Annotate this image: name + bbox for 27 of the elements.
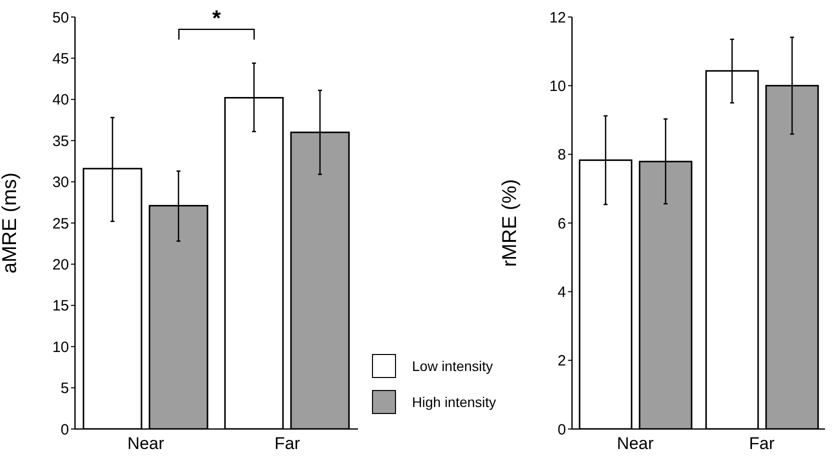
y-tick-label: 12 bbox=[549, 9, 566, 26]
y-tick-label: 10 bbox=[52, 338, 69, 356]
legend-label: Low intensity bbox=[412, 358, 493, 374]
y-tick-label: 10 bbox=[549, 78, 566, 95]
y-tick-label: 6 bbox=[558, 215, 566, 232]
y-tick-label: 2 bbox=[558, 352, 566, 370]
y-tick-label: 8 bbox=[558, 146, 566, 164]
x-tick-label: Near bbox=[616, 434, 654, 454]
y-axis-title: rMRE (%) bbox=[499, 179, 522, 267]
y-tick-label: 0 bbox=[60, 421, 69, 438]
y-tick-label: 5 bbox=[60, 380, 69, 398]
y-axis-title: aMRE (ms) bbox=[0, 172, 22, 274]
y-tick-label: 15 bbox=[52, 298, 69, 315]
x-tick-label: Far bbox=[274, 434, 300, 454]
y-tick-label: 4 bbox=[558, 284, 566, 301]
y-tick-label: 45 bbox=[52, 50, 69, 68]
annotation: * bbox=[212, 5, 222, 30]
y-tick-label: 0 bbox=[558, 421, 566, 438]
y-tick-label: 50 bbox=[52, 9, 69, 26]
y-tick-label: 25 bbox=[52, 215, 69, 232]
y-tick-label: 20 bbox=[52, 256, 69, 274]
y-tick-label: 35 bbox=[52, 132, 69, 150]
x-tick-label: Far bbox=[749, 434, 775, 454]
legend-label: High intensity bbox=[412, 394, 496, 410]
y-tick-label: 30 bbox=[52, 174, 69, 192]
y-tick-label: 40 bbox=[52, 92, 69, 109]
x-tick-label: Near bbox=[127, 434, 165, 454]
